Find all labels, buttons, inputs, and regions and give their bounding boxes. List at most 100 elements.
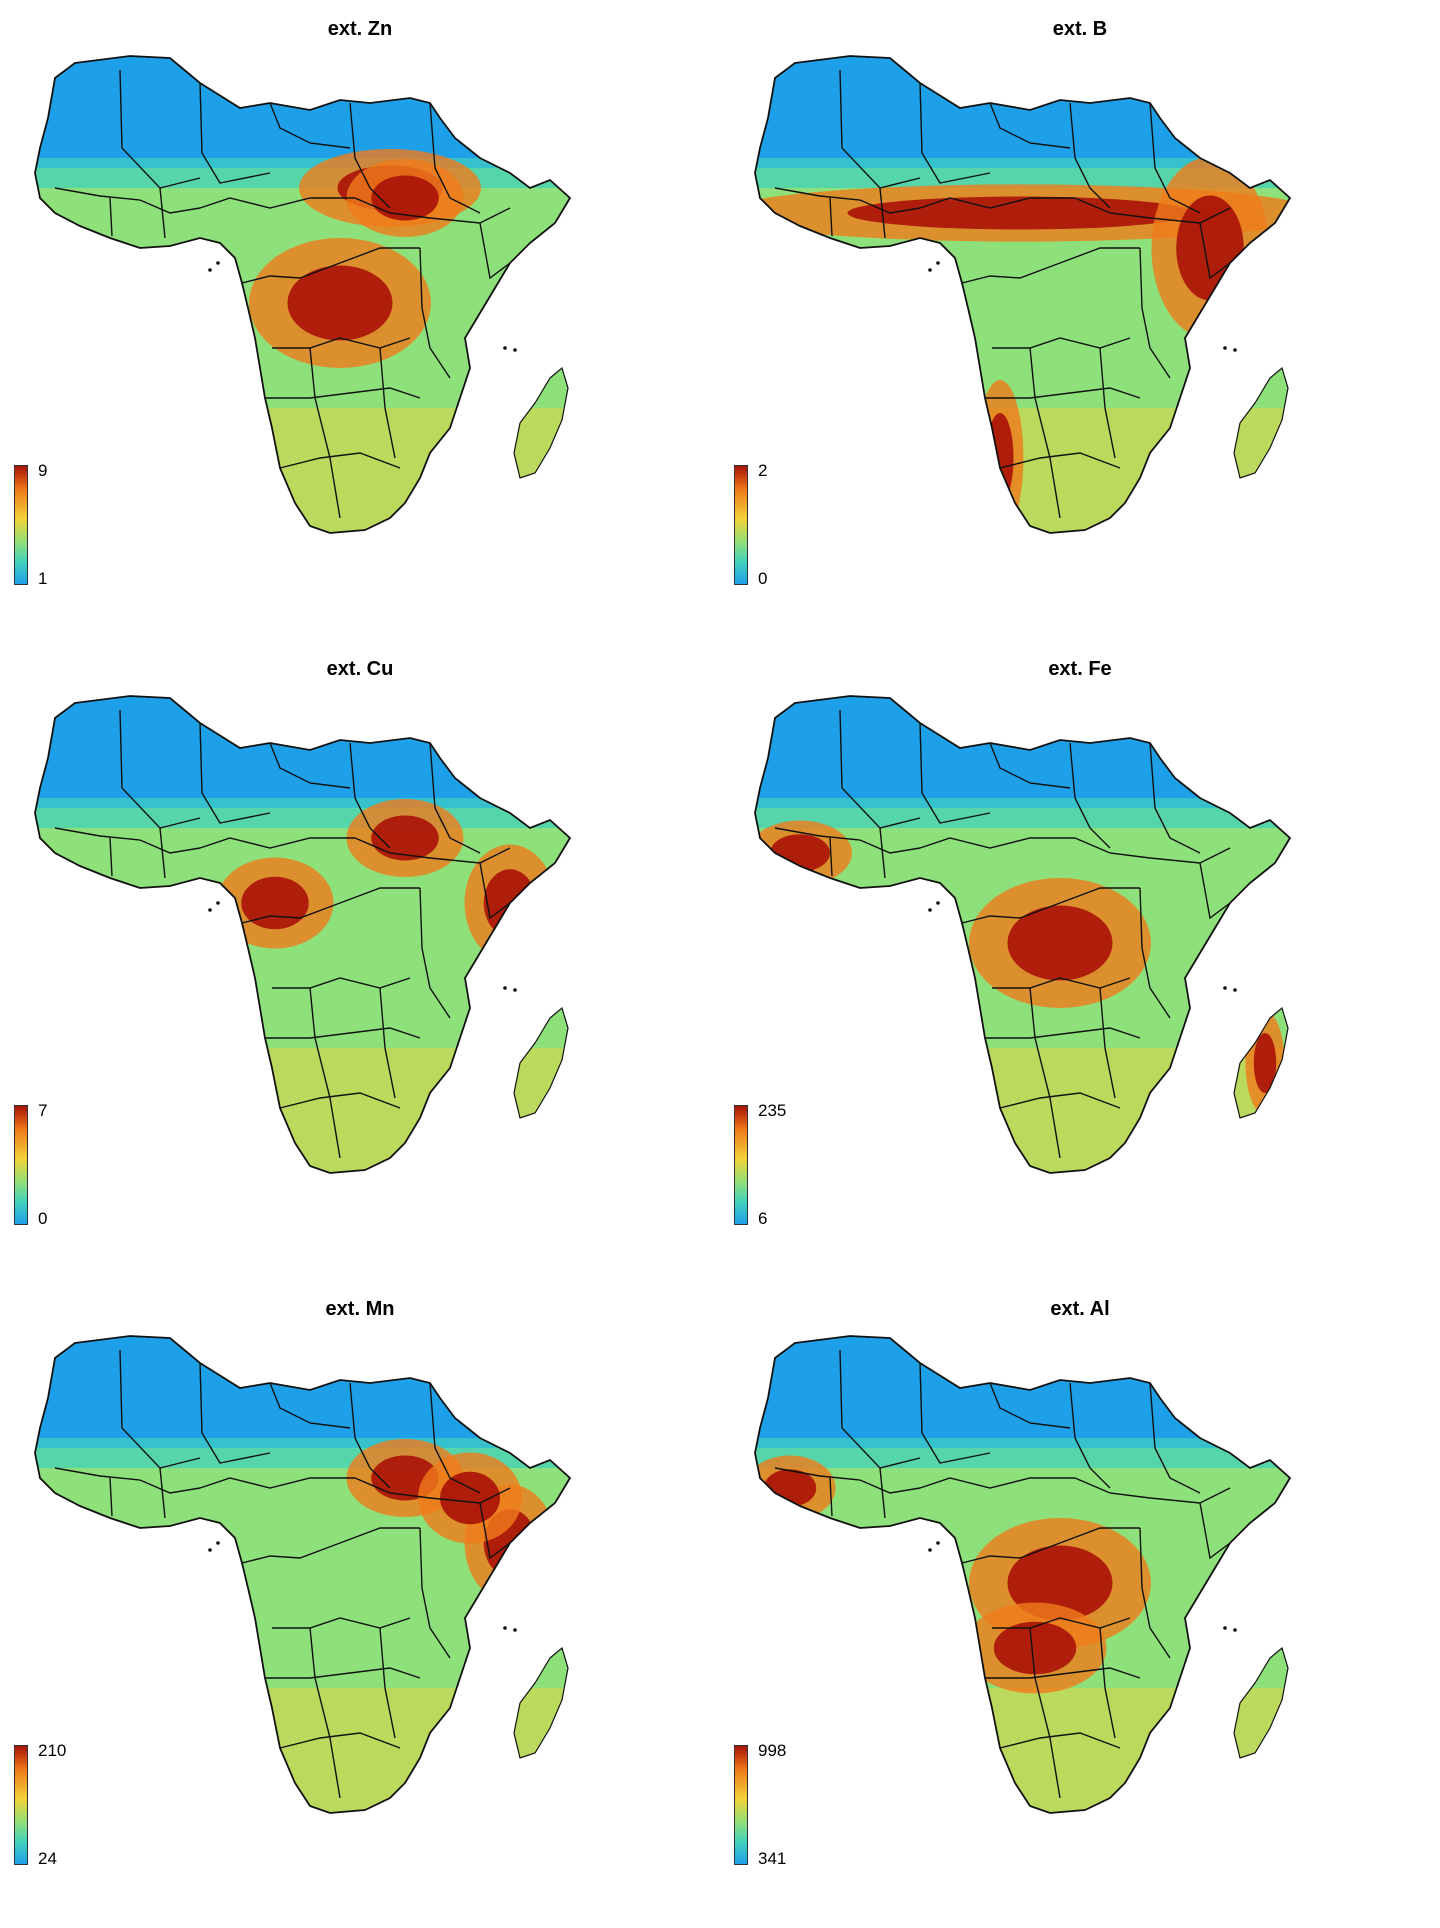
country-borders — [774, 709, 1231, 1159]
island — [513, 348, 517, 352]
country-border — [985, 1667, 1141, 1679]
color-legend: 210 24 — [14, 1741, 84, 1868]
country-border — [1099, 347, 1116, 459]
panel-cu: ext. Cu 7 0 — [0, 640, 720, 1280]
country-border — [241, 247, 420, 284]
country-border — [1099, 987, 1116, 1099]
country-border — [419, 887, 451, 1019]
legend-max-label: 210 — [38, 1741, 67, 1760]
country-border — [1199, 862, 1231, 920]
country-border — [1069, 102, 1111, 209]
country-border — [879, 187, 886, 239]
country-border — [309, 1627, 341, 1799]
southern-band — [755, 1688, 1290, 1813]
country-border — [989, 1382, 1071, 1429]
country-border — [1029, 1627, 1061, 1799]
country-border — [349, 742, 391, 849]
coastline — [34, 1335, 572, 1814]
island — [936, 1541, 940, 1545]
country-border — [829, 1477, 833, 1517]
country-border — [279, 1732, 401, 1749]
desert-band — [755, 1336, 1290, 1448]
madagascar-outline — [1233, 1006, 1289, 1119]
country-border — [199, 722, 271, 824]
transition-band — [755, 798, 1290, 828]
country-border — [272, 1617, 411, 1629]
southern-band — [35, 1048, 570, 1173]
island — [216, 261, 220, 265]
coastline — [754, 695, 1292, 1174]
country-border — [272, 337, 411, 349]
color-legend: 2 0 — [734, 461, 804, 588]
country-border — [992, 1617, 1131, 1629]
coastline — [754, 55, 1292, 534]
country-border — [54, 1467, 201, 1494]
island — [513, 1628, 517, 1632]
country-border — [429, 742, 481, 854]
country-border — [919, 1362, 991, 1464]
legend-colorbar — [734, 1745, 748, 1865]
country-border — [199, 1477, 355, 1489]
country-border — [919, 1477, 1075, 1489]
country-border — [279, 1092, 401, 1109]
country-border — [279, 452, 401, 469]
island — [216, 1541, 220, 1545]
island — [503, 986, 507, 990]
country-border — [774, 827, 921, 854]
island — [928, 268, 932, 272]
country-borders — [54, 709, 511, 1159]
island — [1223, 986, 1227, 990]
country-border — [1069, 1382, 1111, 1489]
panel-title: ext. Al — [1050, 1298, 1110, 1320]
africa-map — [754, 695, 1292, 1174]
country-border — [829, 197, 833, 237]
legend-min-label: 0 — [38, 1209, 48, 1228]
legend-colorbar — [14, 1105, 28, 1225]
island — [928, 1548, 932, 1552]
legend-max-label: 235 — [758, 1101, 787, 1120]
country-border — [1149, 742, 1201, 854]
country-border — [419, 1527, 451, 1659]
country-border — [379, 1627, 396, 1739]
country-border — [989, 102, 1071, 149]
panel-al: ext. Al 998 341 — [720, 1280, 1440, 1920]
island — [1223, 346, 1227, 350]
africa-map — [754, 1335, 1292, 1814]
country-border — [241, 887, 420, 924]
country-border — [992, 977, 1131, 989]
island — [1233, 348, 1237, 352]
country-border — [1099, 1627, 1116, 1739]
country-border — [1074, 837, 1231, 864]
country-border — [1139, 247, 1171, 379]
hotspot-core — [1176, 195, 1244, 301]
island — [503, 346, 507, 350]
country-border — [109, 197, 113, 237]
country-border — [109, 837, 113, 877]
africa-map — [34, 1335, 572, 1814]
country-border — [1139, 887, 1171, 1019]
southern-band — [35, 1688, 570, 1813]
transition-band — [35, 798, 570, 828]
country-border — [1029, 347, 1061, 519]
legend-max-label: 2 — [758, 461, 768, 480]
country-border — [265, 387, 421, 399]
country-border — [774, 187, 921, 214]
country-border — [839, 709, 921, 829]
country-border — [1074, 1477, 1231, 1504]
color-legend: 9 1 — [14, 461, 84, 588]
country-border — [354, 197, 511, 224]
madagascar-outline — [1233, 366, 1289, 479]
country-border — [429, 102, 481, 214]
hotspot-core — [287, 265, 393, 341]
legend-colorbar — [734, 1105, 748, 1225]
country-border — [1069, 742, 1111, 849]
legend-min-label: 341 — [758, 1849, 787, 1868]
country-border — [479, 1502, 511, 1560]
island — [936, 261, 940, 265]
desert-band — [35, 56, 570, 168]
panel-title: ext. Cu — [326, 658, 394, 680]
island — [216, 901, 220, 905]
country-border — [272, 977, 411, 989]
country-border — [919, 197, 1075, 209]
island — [208, 908, 212, 912]
